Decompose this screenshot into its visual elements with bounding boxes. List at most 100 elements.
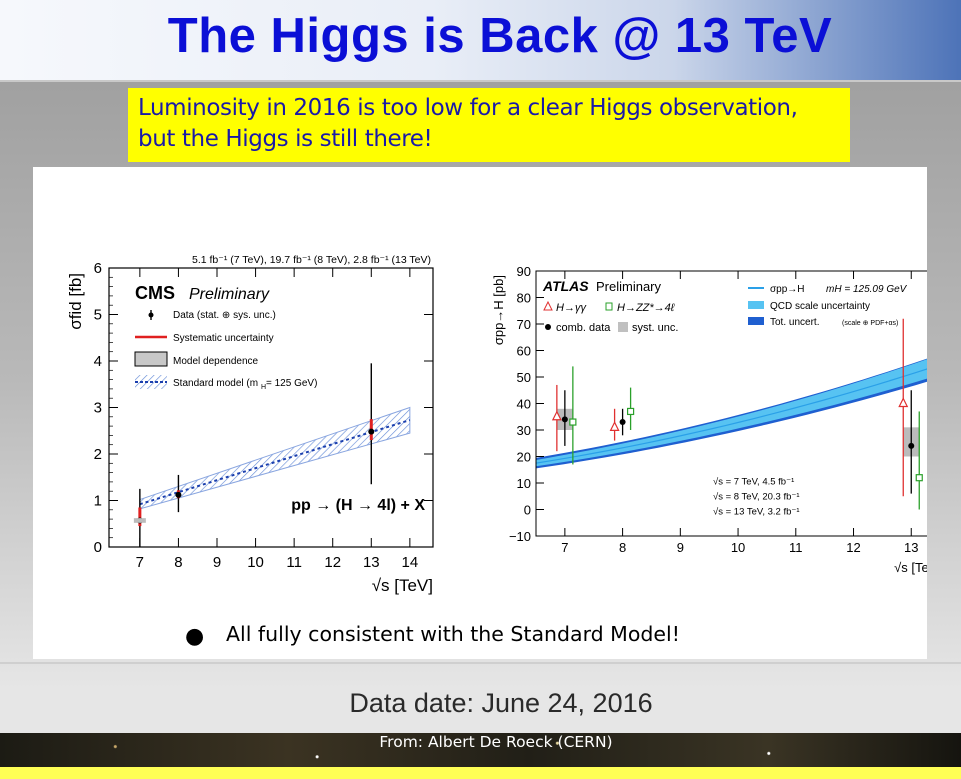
atlas-legend-zz: H→ZZ*→4ℓ: [617, 302, 675, 314]
cms-ytick-label: 1: [94, 493, 102, 510]
atlas-legend-comb-marker: [545, 324, 551, 330]
atlas-legend-sm: σpp→H: [770, 284, 805, 295]
atlas-xtick-label: 13: [904, 540, 918, 555]
atlas-ytick-label: 50: [517, 370, 531, 385]
atlas-xtick-label: 12: [846, 540, 860, 555]
cms-data-point: [368, 428, 375, 435]
bullet-dot: ●: [185, 624, 205, 649]
atlas-lumi-note: √s = 13 TeV, 3.2 fb⁻¹: [713, 506, 800, 517]
bottom-strip: [0, 767, 961, 779]
subtitle-line-1: Luminosity in 2016 is too low for a clea…: [138, 95, 798, 121]
data-date: Data date: June 24, 2016: [349, 688, 653, 718]
atlas-xtick-label: 7: [561, 540, 568, 555]
atlas-legend-syst-marker: [618, 322, 628, 332]
cms-xtick-label: 12: [324, 554, 341, 571]
atlas-legend-qcd-marker: [748, 301, 764, 309]
cms-legend-syst: Systematic uncertainty: [173, 333, 274, 344]
cms-xtick-label: 13: [363, 554, 380, 571]
footer-bar: From: Albert De Roeck (CERN): [0, 733, 961, 767]
atlas-legend-comb: comb. data: [556, 322, 611, 334]
cms-ylabel: σfid [fb]: [66, 273, 85, 330]
atlas-comb-point: [908, 442, 915, 449]
divider: [0, 662, 961, 664]
cms-xtick-label: 7: [136, 554, 144, 571]
cms-ytick-label: 3: [94, 400, 102, 417]
atlas-total-band: [536, 358, 927, 469]
atlas-brand: ATLAS: [542, 278, 589, 294]
cms-lumi-header: 5.1 fb⁻¹ (7 TeV), 19.7 fb⁻¹ (8 TeV), 2.8…: [192, 254, 431, 266]
cms-legend-sm-tail: = 125 GeV): [266, 378, 317, 389]
cms-sm-line: [139, 419, 411, 506]
bullet-text: All fully consistent with the Standard M…: [226, 622, 680, 646]
atlas-lumi-note: √s = 7 TeV, 4.5 fb⁻¹: [713, 476, 794, 487]
atlas-legend-mh: mH = 125.09 GeV: [826, 284, 908, 295]
atlas-xtick-label: 8: [619, 540, 626, 555]
cms-legend-data: Data (stat. ⊕ sys. unc.): [173, 310, 276, 321]
atlas-comb-point: [561, 416, 568, 423]
cms-brand: CMS: [135, 283, 175, 303]
atlas-legend-tot-note: (scale ⊕ PDF+αs): [842, 320, 898, 327]
atlas-legend-tot-marker: [748, 317, 764, 325]
cms-ytick-label: 0: [94, 539, 102, 556]
cms-xtick-label: 11: [286, 554, 302, 571]
atlas-zz-marker: [569, 418, 577, 426]
atlas-legend-qcd: QCD scale uncertainty: [770, 301, 870, 312]
atlas-ytick-label: 70: [517, 317, 531, 332]
cms-xtick-label: 9: [213, 554, 221, 571]
slide-title: The Higgs is Back @ 13 TeV: [167, 9, 833, 63]
cms-ytick-label: 4: [94, 353, 102, 370]
atlas-zz-marker: [915, 474, 923, 482]
atlas-comb-point: [619, 419, 626, 426]
atlas-xtick-label: 11: [789, 540, 803, 555]
cms-ytick-label: 2: [94, 446, 102, 463]
cms-legend-data-dot: [148, 312, 154, 318]
cms-ytick-label: 6: [94, 260, 102, 277]
footer-credit: From: Albert De Roeck (CERN): [379, 733, 613, 751]
cms-ytick-label: 5: [94, 307, 102, 324]
atlas-ylabel: σpp→H [pb]: [491, 275, 506, 345]
atlas-legend-gamgam-marker: [543, 300, 553, 311]
atlas-gamgam-marker: [551, 410, 562, 421]
cms-xtick-label: 14: [402, 554, 419, 571]
figure-panel: 5.1 fb⁻¹ (7 TeV), 19.7 fb⁻¹ (8 TeV), 2.8…: [33, 167, 927, 659]
atlas-ytick-label: −10: [509, 529, 531, 544]
subtitle-box: Luminosity in 2016 is too low for a clea…: [128, 88, 850, 162]
atlas-xlabel: √s [TeV]: [894, 560, 927, 575]
atlas-ytick-label: 90: [517, 264, 531, 279]
cms-brand-suffix: Preliminary: [189, 286, 270, 303]
atlas-ytick-label: 0: [524, 503, 531, 518]
cms-xlabel: √s [TeV]: [372, 576, 433, 595]
atlas-legend-zz-marker: [605, 302, 613, 311]
atlas-legend-tot: Tot. uncert.: [770, 317, 819, 328]
atlas-gamgam-marker: [609, 421, 620, 431]
cms-model-dependence: [133, 518, 146, 523]
atlas-legend-gamgam: H→γγ: [556, 302, 587, 314]
atlas-brand-suffix: Preliminary: [596, 279, 662, 294]
cms-xtick-label: 8: [174, 554, 182, 571]
atlas-ytick-label: 30: [517, 423, 531, 438]
atlas-ytick-label: 80: [517, 291, 531, 306]
cms-data-point: [175, 491, 182, 498]
atlas-gamgam-marker: [898, 397, 909, 408]
atlas-qcd-band: [536, 359, 927, 467]
cms-legend-sm-subscript: H: [261, 384, 266, 391]
atlas-ytick-label: 60: [517, 344, 531, 359]
atlas-xtick-label: 9: [677, 540, 684, 555]
atlas-ytick-label: 10: [517, 476, 531, 491]
cms-legend-model-marker: [134, 351, 168, 367]
atlas-sm-line: [535, 368, 927, 464]
cms-process-label: pp → (H → 4l) + X: [291, 497, 425, 514]
cms-legend-model: Model dependence: [173, 356, 259, 367]
atlas-lumi-note: √s = 8 TeV, 20.3 fb⁻¹: [713, 491, 800, 502]
subtitle-line-2: but the Higgs is still there!: [138, 126, 433, 152]
atlas-zz-marker: [626, 407, 635, 416]
atlas-legend-syst: syst. unc.: [632, 322, 678, 334]
cms-chart: 5.1 fb⁻¹ (7 TeV), 19.7 fb⁻¹ (8 TeV), 2.8…: [66, 254, 434, 595]
atlas-ytick-label: 40: [517, 397, 531, 412]
atlas-ytick-label: 20: [517, 450, 531, 465]
cms-xtick-label: 10: [247, 554, 264, 571]
title-bar: The Higgs is Back @ 13 TeV: [0, 0, 961, 82]
cms-legend-sm: Standard model (m: [173, 378, 258, 389]
atlas-xtick-label: 10: [731, 540, 745, 555]
atlas-chart: 7 8 9 10 11 12 13 −10 0 10 20 30 40 50 60 70 80 90 √s [TeV…: [491, 264, 927, 575]
